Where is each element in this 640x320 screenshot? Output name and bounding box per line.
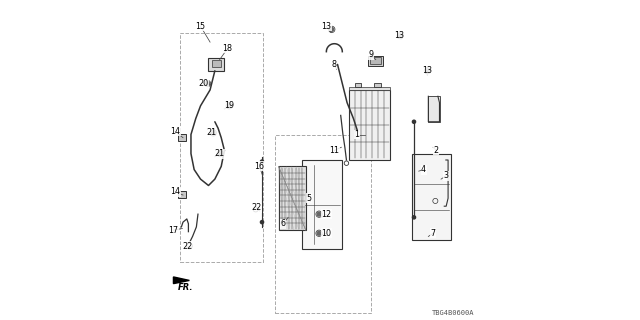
Bar (355, 83, 362, 87)
Text: 13: 13 (395, 31, 404, 40)
Text: 7: 7 (431, 229, 436, 238)
Bar (180, 33, 262, 262)
Text: 2: 2 (434, 146, 439, 155)
Circle shape (330, 28, 333, 31)
Bar (178, 191, 186, 198)
Bar (412, 154, 451, 240)
Circle shape (205, 82, 209, 85)
Bar (275, 134, 371, 313)
Text: 14: 14 (170, 127, 180, 136)
Circle shape (398, 34, 402, 38)
Text: 11: 11 (330, 146, 339, 155)
Text: 8: 8 (332, 60, 337, 69)
Text: 22: 22 (251, 203, 261, 212)
Bar (303, 160, 342, 249)
Circle shape (412, 120, 415, 123)
Text: 4: 4 (421, 165, 426, 174)
Text: 12: 12 (321, 210, 332, 219)
Bar (209, 58, 225, 71)
Bar (278, 166, 306, 230)
Circle shape (412, 216, 415, 219)
Text: 14: 14 (170, 188, 180, 196)
Bar (349, 87, 390, 90)
Bar (428, 96, 440, 122)
Circle shape (317, 212, 321, 216)
Text: 22: 22 (182, 242, 193, 251)
Circle shape (260, 220, 264, 224)
Text: 16: 16 (255, 162, 264, 171)
Text: 21: 21 (207, 128, 217, 137)
Text: 10: 10 (321, 229, 332, 238)
Bar (349, 90, 390, 160)
Text: 15: 15 (195, 22, 205, 31)
Bar (178, 134, 186, 141)
Circle shape (227, 104, 231, 108)
Text: 1: 1 (354, 130, 359, 139)
Text: 9: 9 (369, 50, 374, 59)
Bar (374, 83, 381, 87)
Text: 20: 20 (198, 79, 209, 88)
Text: 3: 3 (444, 172, 449, 180)
Circle shape (426, 69, 429, 73)
Text: 18: 18 (223, 44, 232, 53)
Text: 5: 5 (307, 194, 312, 203)
Circle shape (260, 160, 264, 163)
Text: TBG4B0600A: TBG4B0600A (432, 310, 474, 316)
Bar (212, 60, 221, 67)
Text: 21: 21 (214, 149, 225, 158)
Bar (371, 57, 381, 64)
Polygon shape (173, 277, 189, 284)
Circle shape (218, 152, 222, 156)
Text: 19: 19 (224, 101, 234, 110)
Text: 6: 6 (281, 219, 286, 228)
Bar (369, 56, 383, 66)
Text: 13: 13 (422, 66, 432, 75)
Text: 13: 13 (321, 22, 332, 31)
Text: 17: 17 (168, 226, 179, 235)
Text: FR.: FR. (178, 283, 194, 292)
Circle shape (211, 131, 215, 135)
Circle shape (317, 231, 321, 235)
